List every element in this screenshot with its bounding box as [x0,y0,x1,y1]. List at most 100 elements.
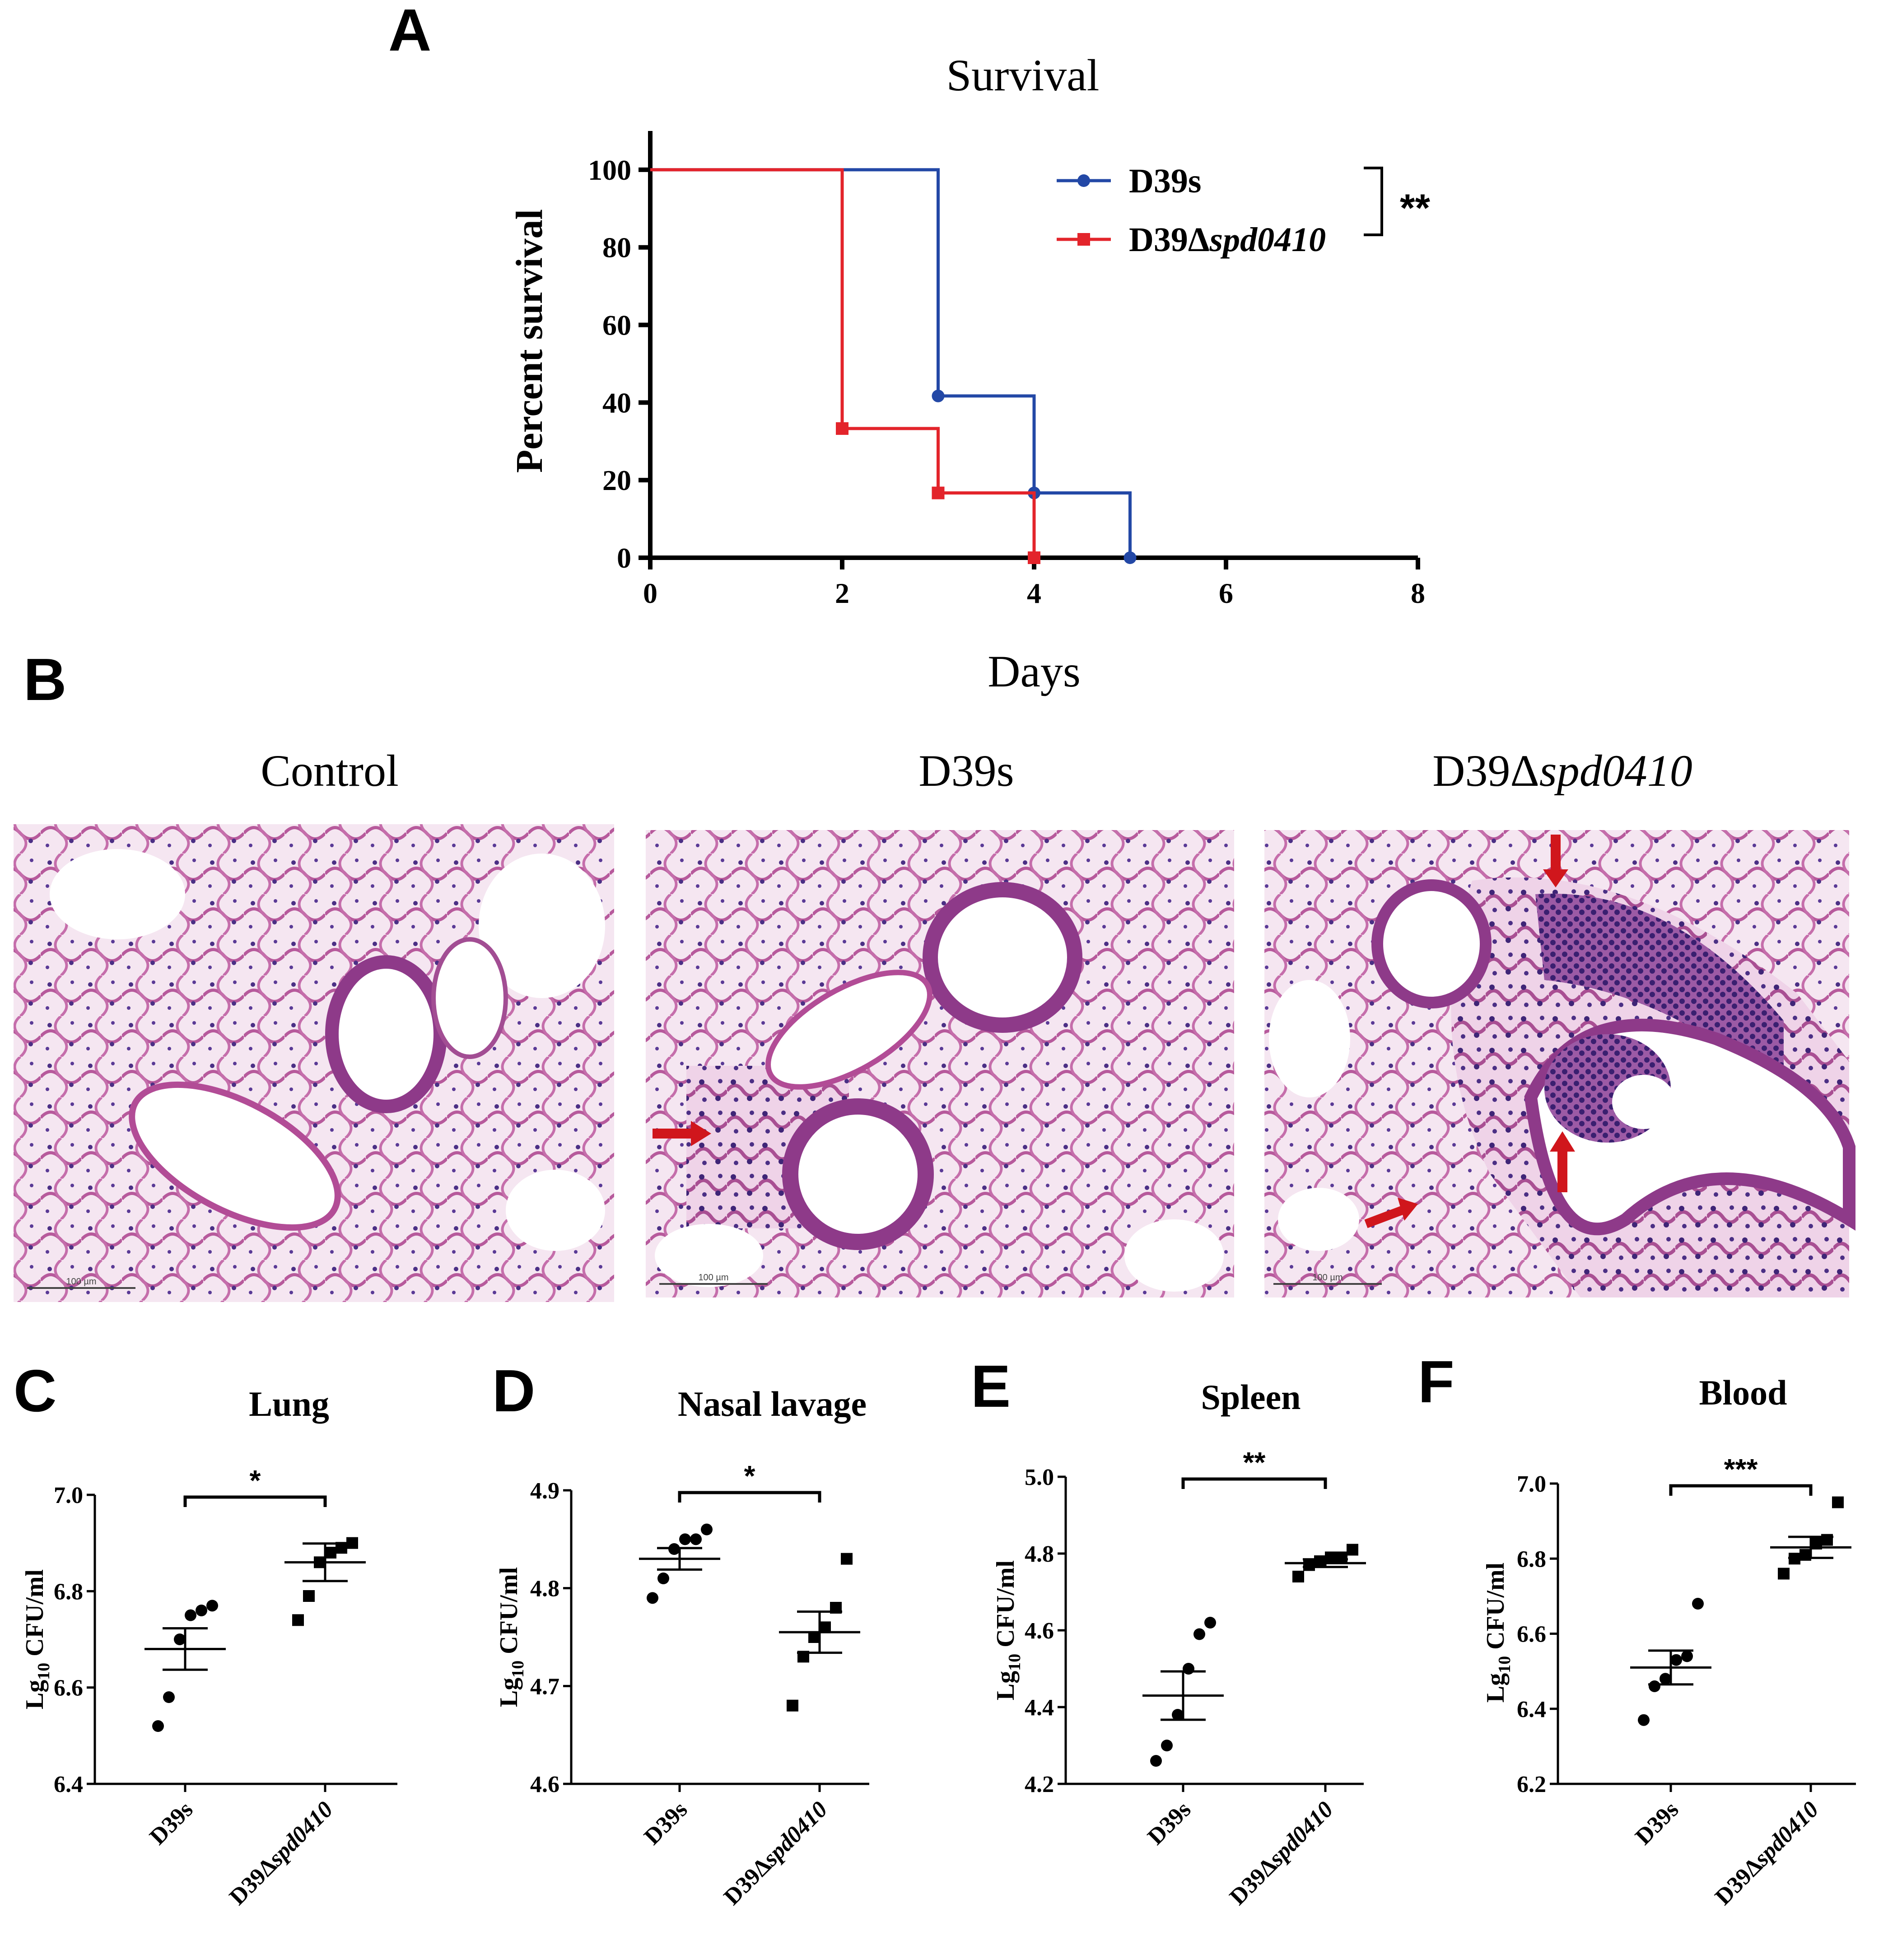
significance-bracket [1181,1477,1327,1489]
survival-point [932,486,945,499]
data-point [346,1537,358,1549]
x-tick-label: D39s [1631,1797,1684,1850]
chart-title: Lung [249,1384,329,1423]
y-tick-label: 4.8 [530,1576,559,1602]
chart-title: Blood [1699,1373,1787,1412]
y-axis-label: Lg10 CFU/ml [1482,1563,1514,1703]
x-tick-label-prefix: D39s [145,1797,198,1850]
y-axis-label-suffix: CFU/ml [1482,1563,1510,1656]
panel-letter-b: B [23,646,66,713]
data-point [647,1592,658,1604]
data-point [1161,1740,1173,1751]
scale-bar-label: 100 µm [66,1277,96,1287]
survival-title: Survival [946,50,1100,100]
survival-x-tick-label: 2 [835,577,849,609]
y-tick-label: 5.0 [1025,1465,1054,1490]
panel-letter-f: F [1418,1349,1454,1415]
data-point [163,1691,175,1703]
legend-label: D39Δspd0410 [1129,221,1326,259]
data-point [152,1720,164,1732]
histology-title-mutant: D39Δspd0410 [1432,746,1692,796]
histology-title-mutant-prefix: D39Δ [1432,746,1539,796]
survival-y-tick-label: 60 [602,309,631,341]
y-axis-label-subscript: 10 [1005,1654,1024,1671]
data-point [1638,1714,1650,1726]
survival-point [1028,551,1040,564]
x-tick-label-prefix: D39s [1143,1797,1196,1850]
survival-x-tick-label: 8 [1411,577,1425,609]
y-tick-label: 4.7 [530,1674,559,1699]
y-axis-label: Lg10 CFU/ml [495,1567,527,1707]
panel-letter-a: A [388,0,431,63]
survival-y-tick-label: 20 [602,464,631,496]
data-point [1183,1663,1194,1675]
data-point [1325,1551,1337,1563]
red-arrow-icon [1550,1131,1575,1192]
survival-x-tick-label: 0 [643,577,657,609]
survival-line-mutant [650,168,1036,558]
y-tick-label: 6.4 [54,1772,83,1797]
y-tick-label: 6.6 [1517,1622,1546,1647]
y-axis-label-prefix: Lg [21,1680,49,1709]
survival-x-tick-label: 4 [1027,577,1041,609]
survival-y-tick-label: 80 [602,232,631,264]
survival-point [932,389,945,402]
survival-y-tick-label: 100 [588,154,631,186]
legend-marker [1077,233,1090,246]
legend-label-prefix: D39Δ [1129,221,1210,259]
significance-stars: * [250,1464,261,1497]
x-tick-label: D39Δspd0410 [719,1797,832,1910]
x-tick-label-italic: spd0410 [758,1797,833,1871]
x-tick-label-italic: spd0410 [1263,1797,1338,1871]
data-point [1347,1544,1358,1556]
legend-label-italic: spd0410 [1209,221,1326,259]
y-tick-label: 4.9 [530,1478,559,1504]
y-axis-label-prefix: Lg [992,1671,1020,1700]
x-tick-label: D39s [145,1797,198,1850]
red-arrow-icon [1543,835,1568,887]
significance-bracket [1364,167,1383,236]
legend-marker [1077,174,1090,187]
y-axis-label-subscript: 10 [34,1663,53,1680]
data-point [292,1614,304,1626]
data-point [1193,1628,1205,1640]
significance-stars: ** [1400,187,1430,230]
y-tick-label: 7.0 [54,1483,83,1508]
y-axis-label-suffix: CFU/ml [992,1560,1020,1654]
red-arrow-icon [1364,1198,1418,1228]
y-axis-label-prefix: Lg [1482,1673,1510,1703]
significance-bracket [1669,1484,1813,1496]
y-tick-label: 4.6 [1025,1618,1054,1644]
panel-letter-d: D [492,1358,535,1424]
y-axis-label-suffix: CFU/ml [495,1567,523,1661]
survival-line-d39s [650,168,1132,558]
data-point [1314,1555,1326,1567]
survival-y-tick-label: 0 [617,542,631,574]
significance-bracket [678,1491,821,1503]
survival-x-tick-label: 6 [1219,577,1233,609]
data-point [1649,1680,1660,1692]
data-point [1292,1571,1304,1582]
data-point [787,1699,798,1712]
chart-title: Nasal lavage [678,1384,867,1423]
survival-y-axis-label: Percent survival [508,209,550,473]
data-point [1778,1568,1790,1580]
survival-significance-bracket: ** [1364,167,1430,236]
data-point [841,1553,853,1565]
x-tick-label-italic: spd0410 [1749,1797,1824,1871]
data-point [679,1533,691,1545]
y-tick-label: 6.4 [1517,1697,1546,1722]
survival-y-tick-label: 40 [602,387,631,419]
significance-bracket [183,1495,327,1507]
y-tick-label: 6.8 [1517,1546,1546,1572]
significance-stars: *** [1724,1453,1758,1485]
legend-label: D39s [1129,162,1201,200]
data-point [1172,1709,1184,1721]
data-point [690,1533,702,1545]
x-tick-label: D39Δspd0410 [1225,1797,1338,1910]
data-point [185,1609,196,1621]
data-point [196,1605,207,1616]
data-point [206,1600,218,1612]
data-point [1303,1559,1315,1571]
